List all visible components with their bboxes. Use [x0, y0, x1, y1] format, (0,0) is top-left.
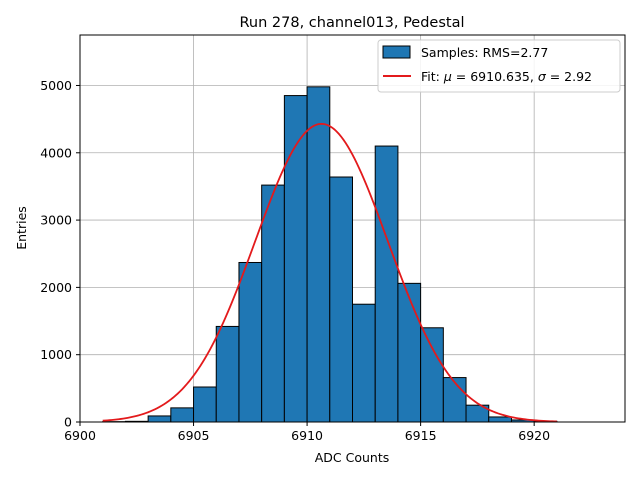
- x-tick-label: 6905: [178, 428, 210, 443]
- plot-area-frame: [79, 34, 626, 423]
- histogram-bar: [420, 327, 444, 423]
- histogram-bar: [238, 261, 263, 423]
- histogram-bar: [170, 407, 195, 423]
- fit-curve: [102, 122, 557, 423]
- histogram-bar: [261, 184, 285, 423]
- legend-swatch-samples: [382, 45, 411, 59]
- legend-box: [377, 39, 621, 93]
- x-tick-label: 6910: [291, 428, 323, 443]
- y-tick-label: 3000: [40, 213, 72, 228]
- histogram-bar: [215, 325, 240, 423]
- x-tick-label: 6915: [405, 428, 437, 443]
- y-axis: 0 1000 2000 3000 4000 5000: [40, 78, 80, 430]
- y-tick-label: 1000: [40, 347, 72, 362]
- y-tick-label: 5000: [40, 78, 72, 93]
- legend-label-samples: Samples: RMS=2.77: [421, 45, 548, 60]
- histogram-bar: [352, 303, 376, 423]
- histogram-bars: [102, 86, 558, 423]
- y-axis-label: Entries: [14, 206, 29, 250]
- chart-title: Run 278, channel013, Pedestal: [239, 15, 464, 31]
- y-tick-label: 4000: [40, 145, 72, 160]
- histogram-bar: [397, 282, 422, 423]
- y-tick-label: 0: [64, 415, 72, 430]
- x-axis-label: ADC Counts: [315, 450, 390, 465]
- histogram-bar: [374, 145, 399, 423]
- histogram-bar: [488, 416, 512, 423]
- histogram-bar: [329, 176, 353, 423]
- x-tick-label: 6920: [518, 428, 550, 443]
- legend-label-fit: Fit: μ = 6910.635, σ = 2.92: [421, 69, 592, 84]
- x-axis: 6900 6905 6910 6915 6920: [64, 422, 550, 443]
- histogram-bar: [442, 377, 467, 423]
- y-tick-label: 2000: [40, 280, 72, 295]
- histogram-bar: [147, 415, 172, 423]
- x-tick-label: 6900: [64, 428, 96, 443]
- histogram-bar: [306, 86, 331, 423]
- legend: Samples: RMS=2.77 Fit: μ = 6910.635, σ =…: [377, 39, 621, 93]
- fit-curve-layer: [102, 122, 557, 423]
- histogram-bar: [193, 386, 217, 423]
